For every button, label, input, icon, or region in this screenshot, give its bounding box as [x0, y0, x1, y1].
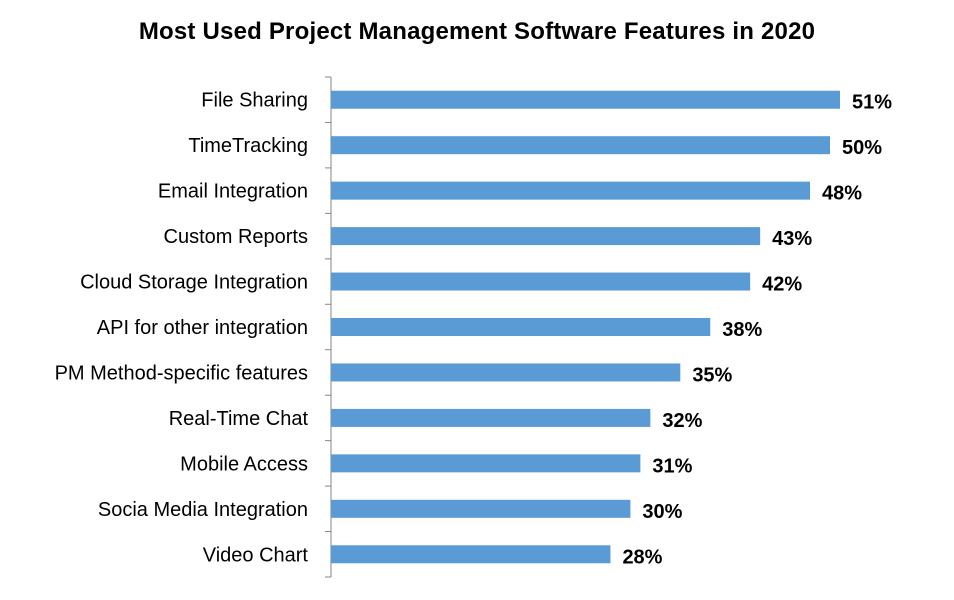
- data-label: 48%: [822, 183, 862, 205]
- category-label: Cloud Storage Integration: [80, 272, 308, 294]
- bar: [331, 408, 651, 427]
- bar: [331, 363, 681, 382]
- category-label: Video Chart: [203, 544, 309, 566]
- category-label: Socia Media Integration: [98, 499, 308, 521]
- data-label: 32%: [662, 410, 702, 432]
- bar: [331, 499, 631, 518]
- bar: [331, 181, 811, 200]
- data-label: 38%: [722, 319, 762, 341]
- category-label: Email Integration: [158, 181, 308, 203]
- bar: [331, 90, 840, 109]
- bar: [331, 272, 751, 291]
- bar: [331, 318, 711, 336]
- category-label: Real-Time Chat: [169, 408, 309, 430]
- data-label: 50%: [842, 137, 882, 159]
- data-label: 28%: [622, 546, 662, 568]
- data-label: 42%: [762, 274, 802, 296]
- category-label: File Sharing: [201, 90, 308, 112]
- data-label: 30%: [642, 501, 682, 523]
- bar: [331, 545, 611, 564]
- data-label: 43%: [772, 228, 812, 250]
- bar: [331, 136, 831, 155]
- category-label: API for other integration: [97, 317, 308, 339]
- bar: [331, 227, 761, 246]
- category-label: Mobile Access: [180, 453, 308, 475]
- category-label: Custom Reports: [164, 226, 309, 248]
- data-label: 51%: [852, 92, 892, 114]
- bar: [331, 454, 641, 473]
- data-label: 31%: [652, 455, 692, 477]
- category-label: TimeTracking: [188, 135, 308, 157]
- chart-title: Most Used Project Management Software Fe…: [138, 18, 816, 45]
- category-label: PM Method-specific features: [55, 362, 308, 384]
- data-label: 35%: [692, 364, 732, 386]
